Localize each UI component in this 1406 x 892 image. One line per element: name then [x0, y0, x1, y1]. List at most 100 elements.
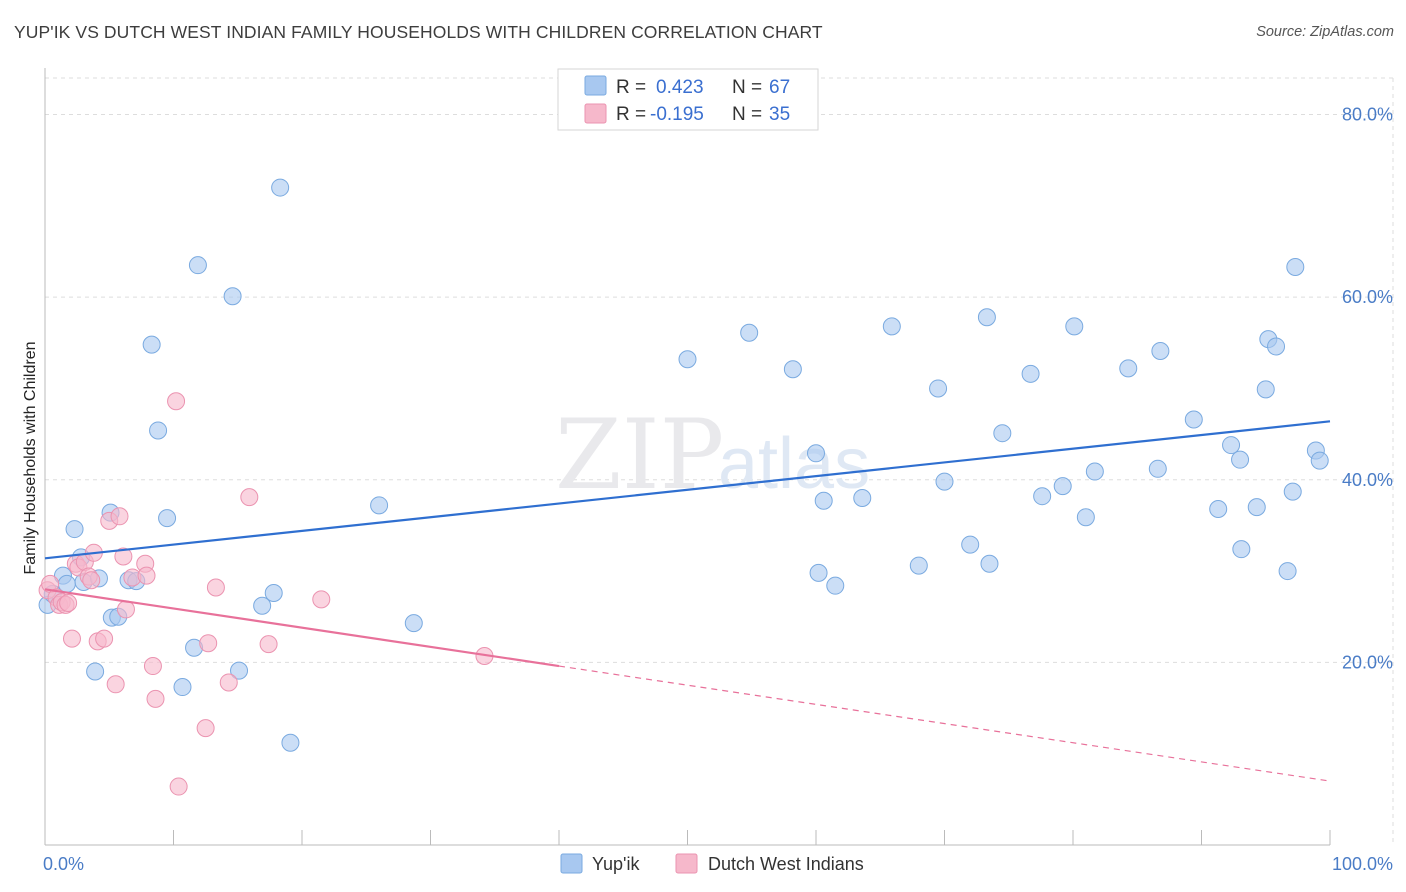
point-yupik-49 [1085, 462, 1104, 481]
point-yupik-21 [230, 661, 249, 680]
point-dutch-west-indians-6 [59, 594, 78, 613]
y-tick-label-1: 40.0% [1342, 470, 1393, 490]
y-tick-label-3: 80.0% [1342, 105, 1393, 125]
point-dutch-west-indians-18 [110, 507, 129, 526]
legend-r-value-yupik: 0.423 [656, 77, 704, 98]
point-dutch-west-indians-28 [196, 719, 215, 738]
point-dutch-west-indians-30 [206, 578, 225, 597]
point-yupik-32 [809, 563, 828, 582]
x-tick-labels: 0.0% 100.0% [43, 854, 1393, 874]
point-dutch-west-indians-23 [137, 566, 156, 585]
point-yupik-43 [993, 424, 1012, 443]
point-yupik-30 [783, 360, 802, 379]
point-yupik-17 [173, 678, 192, 697]
point-yupik-24 [271, 178, 290, 197]
legend-n-value-yupik: 67 [769, 77, 790, 98]
y-tick-labels: 20.0% 40.0% 60.0% 80.0% [1342, 105, 1393, 673]
point-yupik-63 [1283, 482, 1302, 501]
series-legend: Yup'ik Dutch West Indians [560, 853, 864, 874]
chart-title: YUP'IK VS DUTCH WEST INDIAN FAMILY HOUSE… [14, 22, 823, 42]
point-yupik-59 [1256, 380, 1275, 399]
legend-n-label-dutch-west-indians: N = [732, 104, 762, 125]
point-yupik-39 [935, 472, 954, 491]
point-yupik-31 [807, 444, 825, 463]
watermark-zip-text: ZIP [555, 399, 724, 511]
point-yupik-35 [853, 489, 872, 508]
point-dutch-west-indians-12 [82, 571, 101, 590]
point-yupik-45 [1033, 487, 1052, 506]
point-dutch-west-indians-32 [240, 488, 259, 507]
point-yupik-41 [977, 308, 996, 327]
point-dutch-west-indians-24 [143, 657, 162, 676]
point-dutch-west-indians-33 [259, 635, 278, 654]
trend-line-dutch-west-indians [44, 588, 560, 668]
point-yupik-34 [826, 576, 845, 595]
point-dutch-west-indians-17 [106, 675, 125, 694]
point-yupik-54 [1209, 499, 1228, 518]
point-yupik-64 [1286, 258, 1305, 277]
legend-swatch-dutch-west-indians [584, 103, 607, 124]
point-dutch-west-indians-19 [114, 547, 133, 566]
point-yupik-48 [1076, 508, 1095, 527]
point-yupik-52 [1151, 342, 1170, 361]
x-tick-label-max: 100.0% [1332, 854, 1393, 874]
point-yupik-25 [281, 733, 300, 752]
point-dutch-west-indians-26 [167, 392, 186, 411]
point-dutch-west-indians-31 [219, 673, 238, 692]
point-yupik-29 [740, 323, 759, 342]
point-yupik-33 [814, 491, 833, 510]
trend-lines [44, 420, 1331, 782]
watermark-atlas-text: atlas [718, 424, 870, 504]
point-yupik-51 [1148, 459, 1167, 478]
point-yupik-22 [253, 596, 272, 615]
point-yupik-40 [961, 535, 980, 554]
point-yupik-15 [149, 421, 168, 440]
point-yupik-47 [1065, 317, 1084, 336]
stats-legend: R = 0.423 N = 67 R = -0.195 N = 35 [557, 68, 819, 131]
legend-n-value-dutch-west-indians: 35 [769, 104, 790, 125]
point-yupik-19 [188, 256, 207, 275]
point-dutch-west-indians-25 [146, 689, 165, 708]
legend-r-label-yupik: R = [616, 77, 646, 98]
point-yupik-53 [1184, 410, 1203, 429]
legend-r-label-dutch-west-indians: R = [616, 104, 646, 125]
point-yupik-16 [158, 509, 177, 528]
point-yupik-27 [404, 614, 423, 633]
series-legend-label-yupik: Yup'ik [592, 854, 640, 874]
point-yupik-38 [929, 379, 948, 398]
point-yupik-20 [223, 287, 242, 306]
point-yupik-14 [142, 335, 161, 354]
y-axis-title: Family Households with Children [22, 342, 39, 575]
series-legend-swatch-yupik [560, 853, 583, 874]
axes [44, 68, 1331, 846]
watermark: ZIP atlas [555, 399, 870, 511]
point-yupik-46 [1053, 477, 1072, 496]
point-yupik-26 [370, 496, 389, 515]
point-yupik-44 [1021, 364, 1040, 383]
legend-r-value-dutch-west-indians: -0.195 [650, 104, 704, 125]
source-credit: Source: ZipAtlas.com [1256, 24, 1394, 40]
point-yupik-23 [264, 583, 283, 602]
trend-line-yupik [44, 420, 1331, 560]
point-dutch-west-indians-27 [169, 777, 188, 796]
point-dutch-west-indians-7 [62, 629, 81, 648]
point-yupik-37 [909, 556, 928, 575]
x-tick-label-min: 0.0% [43, 854, 84, 874]
point-yupik-61 [1267, 337, 1286, 356]
point-yupik-56 [1231, 450, 1250, 469]
y-tick-label-0: 20.0% [1342, 652, 1393, 672]
legend-swatch-yupik [584, 75, 607, 96]
point-yupik-66 [1310, 451, 1329, 470]
point-yupik-50 [1119, 359, 1138, 378]
point-yupik-57 [1232, 540, 1251, 559]
point-dutch-west-indians-20 [116, 600, 135, 619]
point-dutch-west-indians-15 [95, 629, 114, 648]
point-yupik-4 [65, 520, 84, 539]
point-yupik-55 [1222, 436, 1241, 455]
series-legend-label-dutch-west-indians: Dutch West Indians [708, 854, 864, 874]
series-legend-swatch-dutch-west-indians [675, 853, 698, 874]
point-yupik-58 [1247, 498, 1266, 517]
legend-n-label-yupik: N = [732, 77, 762, 98]
data-points [38, 178, 1329, 796]
